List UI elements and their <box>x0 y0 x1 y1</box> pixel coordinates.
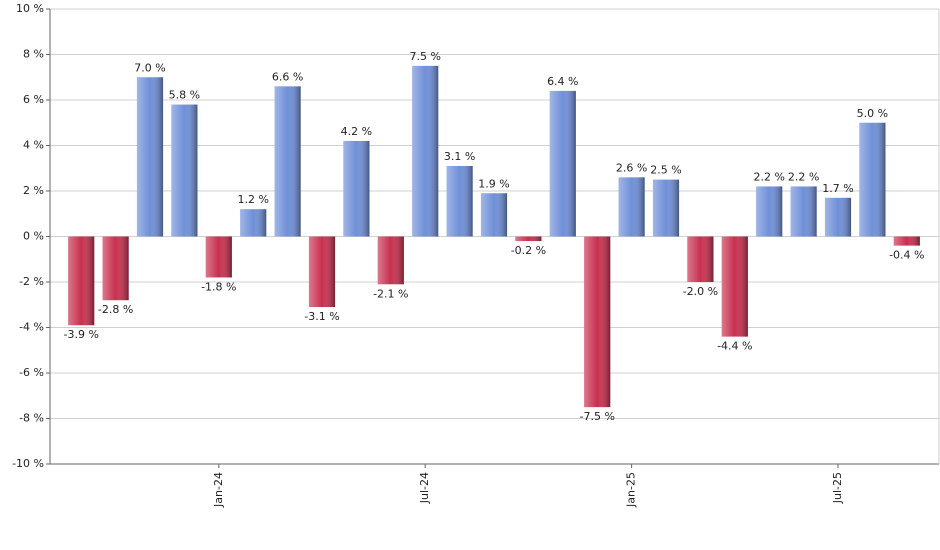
bar-shade <box>240 209 267 237</box>
bar-shade <box>721 236 748 337</box>
bar-shade <box>790 186 817 237</box>
value-label: 2.5 % <box>650 164 681 177</box>
value-label: -3.9 % <box>63 328 98 341</box>
value-label: -0.4 % <box>889 249 924 262</box>
bar-shade <box>377 236 404 285</box>
bar-shade <box>412 65 439 237</box>
bar-shade <box>618 177 645 237</box>
bar-shade <box>102 236 129 301</box>
value-label: -3.1 % <box>304 310 339 323</box>
y-tick-label: 4 % <box>23 139 44 152</box>
y-tick-label: -2 % <box>19 275 44 288</box>
value-label: -2.8 % <box>98 303 133 316</box>
y-tick-label: -8 % <box>19 412 44 425</box>
value-label: 5.8 % <box>169 89 200 102</box>
value-label: 6.6 % <box>272 70 303 83</box>
value-label: -2.0 % <box>683 285 718 298</box>
value-label: 5.0 % <box>857 107 888 120</box>
x-tick-label: Jul-25 <box>831 472 844 504</box>
value-label: 3.1 % <box>444 150 475 163</box>
bar-shade <box>68 236 95 326</box>
value-label: 2.2 % <box>753 170 784 183</box>
y-tick-label: -4 % <box>19 321 44 334</box>
x-tick-label: Jan-24 <box>212 472 225 508</box>
bar-shade <box>171 104 198 237</box>
value-label: 4.2 % <box>341 125 372 138</box>
y-tick-label: 6 % <box>23 93 44 106</box>
y-tick-label: -6 % <box>19 366 44 379</box>
bar-shade <box>549 90 576 237</box>
bar-shade <box>584 236 611 408</box>
value-label: 6.4 % <box>547 75 578 88</box>
bar-shade <box>515 236 542 242</box>
bar-shade <box>893 236 920 246</box>
value-label: 1.2 % <box>237 193 268 206</box>
value-label: 2.2 % <box>788 170 819 183</box>
y-tick-label: 2 % <box>23 184 44 197</box>
bar-shade <box>687 236 714 282</box>
value-label: 1.7 % <box>822 182 853 195</box>
value-label: -4.4 % <box>717 340 752 353</box>
y-tick-label: 10 % <box>16 2 44 15</box>
bar-shade <box>205 236 232 278</box>
x-tick-label: Jul-24 <box>418 472 431 504</box>
value-label: 7.5 % <box>409 50 440 63</box>
y-tick-label: 8 % <box>23 48 44 61</box>
value-label: 7.0 % <box>134 61 165 74</box>
bar-shade <box>274 86 301 237</box>
y-tick-label: 0 % <box>23 230 44 243</box>
value-label: -7.5 % <box>579 410 614 423</box>
bar-shade <box>136 77 164 237</box>
bar-shade <box>343 140 370 237</box>
value-label: -0.2 % <box>511 244 546 257</box>
bar-shade <box>859 122 886 237</box>
bar-shade <box>824 197 852 237</box>
bar-shade <box>308 236 336 308</box>
value-label: 1.9 % <box>478 177 509 190</box>
bar-shade <box>446 165 473 237</box>
value-label: -1.8 % <box>201 280 236 293</box>
bar-shade <box>480 193 508 237</box>
value-label: -2.1 % <box>373 287 408 300</box>
y-tick-label: -10 % <box>12 457 44 470</box>
bar-shade <box>652 179 680 237</box>
x-tick-label: Jan-25 <box>625 472 638 508</box>
bar-shade <box>756 186 783 237</box>
value-label: 2.6 % <box>616 161 647 174</box>
